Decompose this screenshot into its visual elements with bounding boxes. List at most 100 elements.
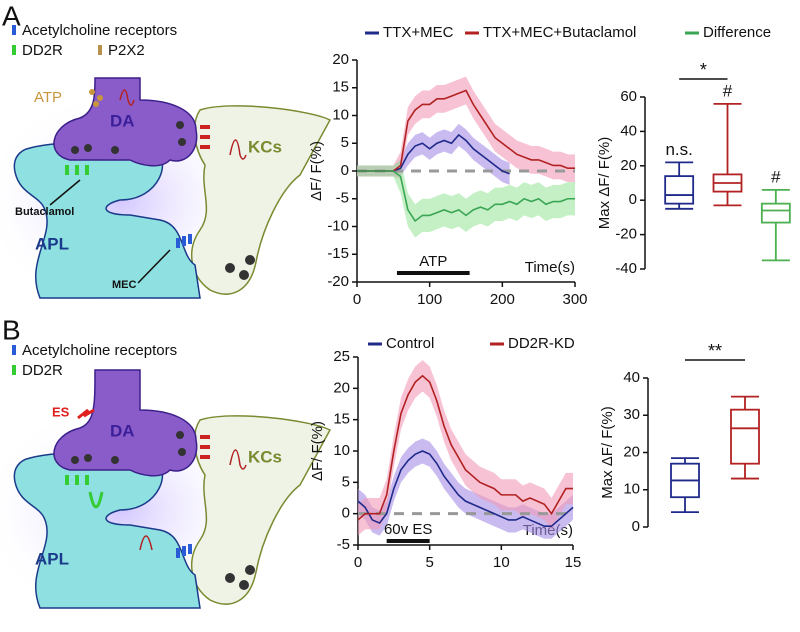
dd2r-receptors bbox=[65, 165, 89, 175]
annotation: 60v ES bbox=[384, 521, 432, 538]
legend-text: P2X2 bbox=[108, 42, 145, 59]
y-tick-label: 25 bbox=[333, 348, 350, 365]
trace bbox=[229, 139, 247, 160]
legend-icon bbox=[12, 25, 16, 35]
vesicles bbox=[71, 431, 255, 590]
y-tick-label: 10 bbox=[623, 481, 640, 498]
vesicles bbox=[71, 121, 255, 280]
label: KCs bbox=[248, 137, 282, 156]
y-tick-label: 5 bbox=[341, 134, 349, 151]
label: ATP bbox=[34, 89, 62, 106]
legend-icon bbox=[12, 345, 16, 355]
y-tick-label: -5 bbox=[337, 536, 350, 553]
significance: ** bbox=[708, 341, 722, 361]
legend-text: Acetylcholine receptors bbox=[22, 22, 177, 39]
error-band bbox=[358, 360, 573, 536]
label: ES bbox=[52, 404, 70, 419]
y-tick-label: 40 bbox=[620, 122, 637, 139]
x-axis-label: Time(s) bbox=[525, 259, 575, 276]
label: Butaclamol bbox=[15, 206, 74, 218]
y-tick-label: 40 bbox=[623, 369, 640, 386]
kc-receptors bbox=[200, 435, 210, 459]
panel-label: B bbox=[2, 314, 21, 345]
y-tick-label: 30 bbox=[623, 406, 640, 423]
box-label: n.s. bbox=[665, 140, 692, 159]
stimulus bbox=[77, 408, 95, 420]
legend-text: DD2R bbox=[22, 42, 63, 59]
error-band bbox=[357, 159, 575, 238]
pointer bbox=[49, 179, 81, 206]
box-label: # bbox=[771, 167, 781, 186]
significance: * bbox=[700, 60, 707, 80]
x-tick-label: 200 bbox=[490, 291, 515, 308]
pointer bbox=[137, 249, 171, 284]
y-tick-label: 0 bbox=[341, 162, 349, 179]
box bbox=[730, 408, 760, 465]
y-tick-label: 0 bbox=[632, 518, 640, 535]
x-tick-label: 100 bbox=[417, 291, 442, 308]
series-line bbox=[357, 374, 573, 521]
y-tick-label: 0 bbox=[342, 505, 350, 522]
panel-label: A bbox=[2, 0, 21, 31]
label: MEC bbox=[112, 279, 137, 291]
y-axis-label: Max ΔF/ F(%) bbox=[599, 406, 616, 499]
dd2r-receptors bbox=[65, 475, 89, 485]
label: APL bbox=[35, 549, 69, 568]
label: APL bbox=[35, 234, 69, 253]
y-tick-label: 0 bbox=[629, 191, 637, 208]
y-axis-label: Max ΔF/ F(%) bbox=[596, 137, 613, 230]
y-tick-label: -5 bbox=[336, 190, 349, 207]
legend-text: DD2R-KD bbox=[508, 335, 575, 352]
y-axis-label: ΔF/ F(%) bbox=[308, 141, 325, 201]
y-tick-label: 15 bbox=[333, 411, 350, 428]
label: DA bbox=[110, 111, 135, 130]
trace bbox=[119, 89, 135, 106]
ach-receptors bbox=[176, 544, 192, 558]
y-tick-label: 5 bbox=[342, 473, 350, 490]
legend-text: Difference bbox=[703, 24, 771, 41]
kc-cell bbox=[191, 415, 332, 605]
legend-icon bbox=[98, 45, 102, 55]
x-tick-label: 5 bbox=[425, 554, 433, 571]
trace bbox=[88, 491, 104, 509]
y-tick-label: -20 bbox=[615, 226, 637, 243]
y-tick-label: -10 bbox=[327, 217, 349, 234]
y-tick-label: -20 bbox=[327, 273, 349, 290]
label: KCs bbox=[248, 447, 282, 466]
legend-icon bbox=[12, 45, 16, 55]
schematic-b: Acetylcholine receptors DD2R ES DA KCs A… bbox=[0, 342, 332, 620]
x-tick-label: 0 bbox=[353, 291, 361, 308]
legend-text: TTX+MEC+Butaclamol bbox=[483, 24, 636, 41]
label: DA bbox=[110, 421, 135, 440]
y-axis-label: ΔF/ F(%) bbox=[309, 421, 326, 481]
y-tick-label: 60 bbox=[620, 88, 637, 105]
y-tick-label: 20 bbox=[333, 379, 350, 396]
da-cell bbox=[53, 369, 198, 477]
y-tick-label: 15 bbox=[332, 79, 349, 96]
legend-text: Control bbox=[386, 335, 434, 352]
y-tick-label: 20 bbox=[332, 51, 349, 68]
series-line bbox=[357, 170, 575, 223]
x-tick-label: 300 bbox=[562, 291, 587, 308]
legend-text: TTX+MEC bbox=[383, 24, 454, 41]
da-cell bbox=[53, 77, 198, 167]
kc-receptors bbox=[200, 125, 210, 149]
trace bbox=[139, 535, 153, 551]
x-tick-label: 10 bbox=[493, 554, 510, 571]
y-tick-label: 20 bbox=[620, 157, 637, 174]
kc-cell bbox=[191, 105, 332, 295]
y-tick-label: -15 bbox=[327, 245, 349, 262]
legend-text: Acetylcholine receptors bbox=[22, 342, 177, 359]
x-tick-label: 0 bbox=[354, 554, 362, 571]
y-tick-label: 10 bbox=[332, 106, 349, 123]
y-tick-label: 10 bbox=[333, 442, 350, 459]
annotation: ATP bbox=[419, 253, 447, 270]
error-band bbox=[358, 438, 573, 539]
trace bbox=[229, 449, 247, 470]
y-tick-label: 20 bbox=[623, 443, 640, 460]
legend-text: DD2R bbox=[22, 362, 63, 379]
box-label: # bbox=[723, 81, 733, 100]
box bbox=[760, 202, 791, 224]
legend-icon bbox=[12, 365, 16, 375]
